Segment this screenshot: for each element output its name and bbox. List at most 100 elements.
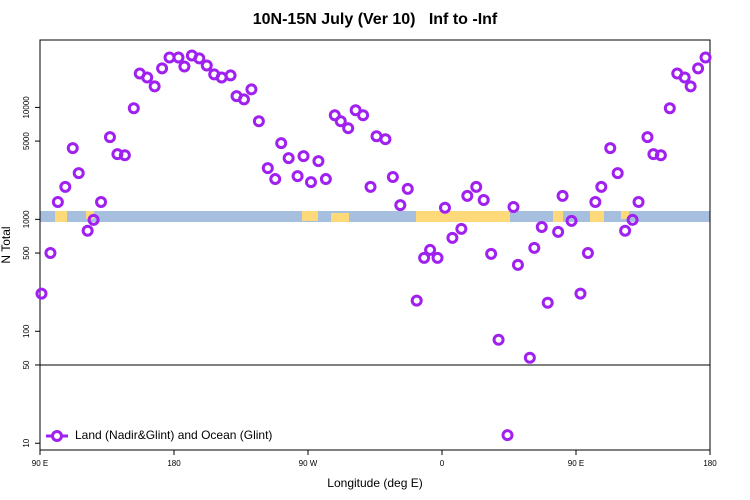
point [275, 137, 288, 150]
point [461, 189, 474, 202]
x-tick-label: 180 [167, 459, 181, 468]
x-tick-label: 90 E [568, 459, 584, 468]
point [654, 149, 667, 162]
point [141, 71, 154, 84]
y-axis-label: N Total [0, 226, 13, 263]
point [632, 195, 645, 208]
point [172, 51, 185, 64]
point [446, 231, 459, 244]
x-tick-label: 0 [440, 459, 445, 468]
point [66, 142, 79, 155]
point [328, 109, 341, 122]
point [565, 214, 578, 227]
point [72, 167, 85, 180]
point [87, 213, 100, 226]
y-tick-label: 1000 [22, 210, 31, 228]
land [416, 211, 510, 222]
point [492, 333, 505, 346]
point [312, 155, 325, 168]
y-tick-label: 10000 [22, 96, 31, 119]
point [511, 258, 524, 271]
y-tick-label: 5000 [22, 132, 31, 150]
point [541, 296, 554, 309]
y-tick-label: 10 [22, 438, 31, 447]
point [410, 294, 423, 307]
point [477, 193, 490, 206]
point [103, 131, 116, 144]
y-tick-label: 100 [22, 324, 31, 338]
point [678, 71, 691, 84]
land [302, 211, 318, 221]
point [357, 109, 370, 122]
point [507, 200, 520, 213]
point [552, 225, 565, 238]
point [501, 429, 514, 442]
point [485, 247, 498, 260]
point [611, 167, 624, 180]
land [590, 211, 604, 222]
point [319, 173, 332, 186]
point [663, 102, 676, 115]
point [44, 247, 57, 260]
point [535, 220, 548, 233]
point [304, 176, 317, 189]
land [621, 211, 629, 219]
x-tick-label: 90 E [32, 459, 48, 468]
point [424, 243, 437, 256]
point [148, 80, 161, 93]
point [261, 162, 274, 175]
point [455, 222, 468, 235]
point [470, 180, 483, 193]
point [364, 180, 377, 193]
land [86, 211, 94, 219]
point [156, 62, 169, 75]
point [291, 170, 304, 183]
point [692, 62, 705, 75]
point [224, 69, 237, 82]
point [252, 115, 265, 128]
point [401, 182, 414, 195]
point [127, 102, 140, 115]
point [282, 152, 295, 165]
point [178, 60, 191, 73]
x-axis-label: Longitude (deg E) [327, 476, 422, 490]
plot-frame [39, 39, 711, 451]
point [528, 241, 541, 254]
point [394, 199, 407, 212]
point [699, 51, 712, 64]
point [200, 59, 213, 72]
point [269, 173, 282, 186]
y-tick-label: 500 [22, 246, 31, 260]
point [523, 351, 536, 364]
y-tick-label: 50 [22, 360, 31, 369]
point [51, 195, 64, 208]
point [237, 93, 250, 106]
land [55, 211, 67, 222]
point [619, 224, 632, 237]
point [595, 180, 608, 193]
land-ocean-strip [40, 211, 710, 222]
point [59, 180, 72, 193]
point [334, 115, 347, 128]
point [641, 131, 654, 144]
point [431, 251, 444, 264]
point [35, 287, 48, 300]
point [589, 195, 602, 208]
point [193, 52, 206, 65]
point [118, 149, 131, 162]
point [418, 251, 431, 264]
land [331, 213, 349, 222]
point [297, 150, 310, 163]
point [684, 80, 697, 93]
point [626, 213, 639, 226]
point [574, 287, 587, 300]
legend-marker [51, 430, 63, 442]
point [604, 142, 617, 155]
x-tick-label: 90 W [299, 459, 318, 468]
legend-label: Land (Nadir&Glint) and Ocean (Glint) [75, 428, 272, 442]
point [386, 170, 399, 183]
chart-title: 10N-15N July (Ver 10) Inf to -Inf [253, 11, 498, 28]
point [342, 122, 355, 135]
point [556, 189, 569, 202]
